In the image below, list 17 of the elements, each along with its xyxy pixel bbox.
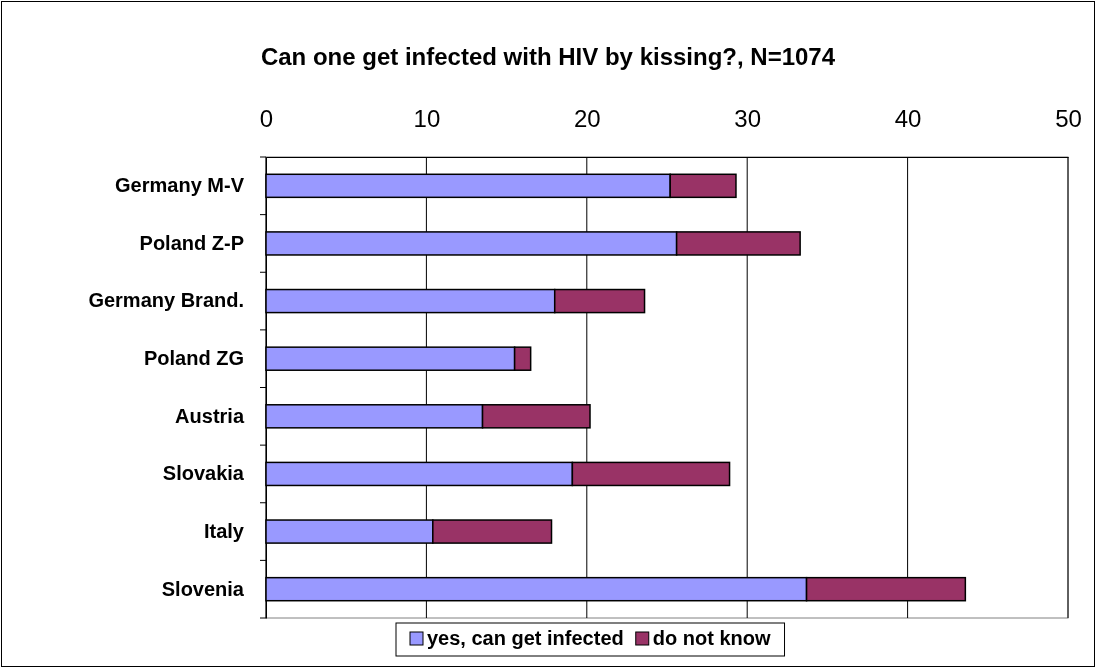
x-tick-label: 40 <box>894 105 922 132</box>
y-tick-label: Poland ZG <box>144 347 244 370</box>
x-tick-label: 50 <box>1055 105 1082 132</box>
x-tick-label: 10 <box>413 105 441 132</box>
x-tick-label: 30 <box>734 105 762 132</box>
legend-label: yes, can get infected <box>427 627 624 649</box>
x-tick-label: 0 <box>259 105 274 132</box>
y-tick-label: Germany M-V <box>115 174 245 197</box>
y-tick-label: Germany Brand. <box>88 289 244 312</box>
y-tick-label: Slovenia <box>161 577 245 600</box>
y-tick-label: Austria <box>175 404 245 427</box>
y-tick-label: Slovakia <box>162 462 245 485</box>
chart-title: Can one get infected with HIV by kissing?, N=1074 <box>260 43 836 70</box>
legend-label: do not know <box>652 627 771 649</box>
y-tick-label: Poland Z-P <box>139 231 244 254</box>
x-tick-label: 20 <box>573 105 601 132</box>
y-tick-label: Italy <box>203 519 245 542</box>
